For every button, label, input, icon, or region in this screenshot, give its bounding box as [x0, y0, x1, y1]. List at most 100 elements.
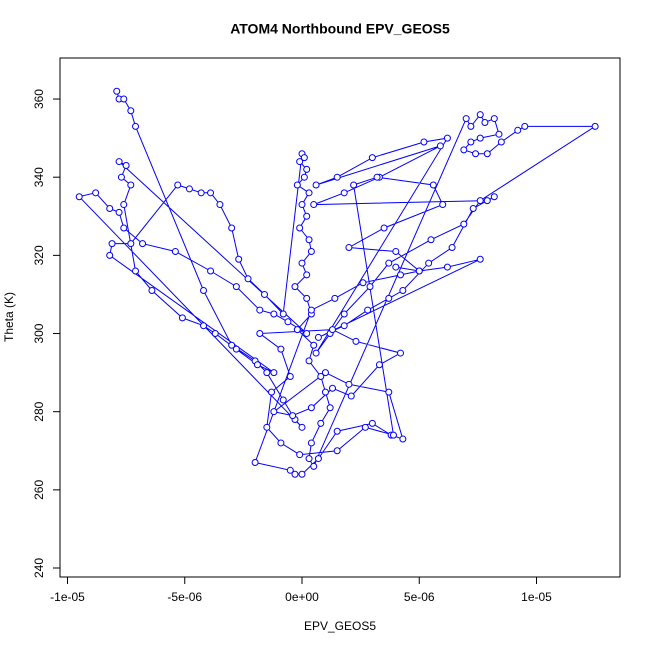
data-point [399, 435, 407, 443]
data-point [467, 138, 475, 146]
y-tick-label: 300 [32, 323, 46, 343]
data-point [310, 462, 318, 470]
data-point [277, 439, 285, 447]
data-point [427, 236, 435, 244]
data-point [321, 369, 329, 377]
data-point [366, 283, 374, 291]
data-point [591, 122, 599, 130]
data-point [277, 345, 285, 353]
data-point [317, 373, 325, 381]
data-point [291, 283, 299, 291]
data-point [469, 204, 477, 212]
data-point [439, 201, 447, 209]
data-point [284, 318, 292, 326]
data-point [392, 247, 400, 255]
data-point [120, 95, 128, 103]
data-point [256, 306, 264, 314]
data-point [476, 255, 484, 263]
data-point [296, 224, 304, 232]
data-point [352, 337, 360, 345]
data-point [425, 259, 433, 267]
data-point [392, 263, 400, 271]
data-point [75, 193, 83, 201]
data-point [296, 451, 304, 459]
y-tick-label: 340 [32, 167, 46, 187]
data-point [279, 310, 287, 318]
data-point [361, 423, 369, 431]
data-point [207, 267, 215, 275]
data-point [429, 181, 437, 189]
data-point [389, 431, 397, 439]
data-point [200, 322, 208, 330]
data-point [462, 115, 470, 123]
data-point [312, 181, 320, 189]
data-point [115, 158, 123, 166]
data-point [310, 341, 318, 349]
data-point [298, 201, 306, 209]
data-point [317, 419, 325, 427]
data-point [310, 201, 318, 209]
data-point [286, 373, 294, 381]
data-point [120, 201, 128, 209]
data-point [207, 189, 215, 197]
data-point [415, 267, 423, 275]
data-point [305, 455, 313, 463]
data-point [307, 306, 315, 314]
data-point [293, 181, 301, 189]
data-point [467, 122, 475, 130]
data-point [331, 294, 339, 302]
data-point [385, 294, 393, 302]
data-point [108, 240, 116, 248]
x-tick-label: 5e-06 [404, 590, 435, 604]
data-point [148, 287, 156, 295]
data-point [232, 345, 240, 353]
data-point [345, 244, 353, 252]
data-point [495, 130, 503, 138]
data-point [521, 122, 529, 130]
chart-title: ATOM4 Northbound EPV_GEOS5 [230, 21, 450, 37]
data-point [368, 154, 376, 162]
data-point [420, 138, 428, 146]
data-point [305, 236, 313, 244]
data-point [314, 455, 322, 463]
data-point [127, 240, 135, 248]
data-point [132, 122, 140, 130]
data-point [296, 158, 304, 166]
x-tick-label: -1e-05 [50, 590, 85, 604]
data-point [359, 279, 367, 287]
data-point [345, 380, 353, 388]
data-point [286, 466, 294, 474]
data-point [244, 275, 252, 283]
data-point [368, 419, 376, 427]
data-point [483, 197, 491, 205]
data-point [303, 165, 311, 173]
data-line [78, 91, 597, 475]
data-point [228, 224, 236, 232]
data-point [305, 189, 313, 197]
plot-frame [59, 57, 621, 578]
data-point [106, 204, 114, 212]
data-point [483, 150, 491, 158]
data-point [270, 310, 278, 318]
data-point [380, 224, 388, 232]
data-point [303, 294, 311, 302]
data-point [321, 388, 329, 396]
data-point [139, 240, 147, 248]
data-point [120, 224, 128, 232]
data-point [132, 267, 140, 275]
data-point [303, 271, 311, 279]
data-point [256, 330, 264, 338]
y-tick-label: 360 [32, 89, 46, 109]
data-point [270, 369, 278, 377]
data-point [333, 427, 341, 435]
data-point [340, 310, 348, 318]
data-point [127, 181, 135, 189]
data-point [174, 181, 182, 189]
data-point [476, 197, 484, 205]
data-point [298, 259, 306, 267]
data-point [251, 458, 259, 466]
data-point [122, 161, 130, 169]
data-point [340, 189, 348, 197]
data-point [490, 193, 498, 201]
